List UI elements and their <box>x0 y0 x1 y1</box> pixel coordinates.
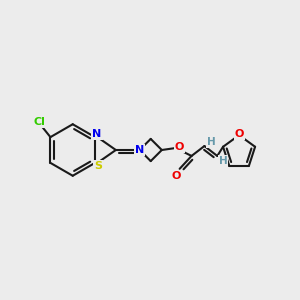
Text: S: S <box>94 161 102 171</box>
Text: H: H <box>219 156 228 166</box>
Text: Cl: Cl <box>34 117 46 127</box>
Text: H: H <box>207 137 216 147</box>
Text: O: O <box>175 142 184 152</box>
Text: O: O <box>172 171 182 181</box>
Text: O: O <box>234 129 244 139</box>
Text: N: N <box>135 145 144 155</box>
Text: N: N <box>92 129 102 139</box>
